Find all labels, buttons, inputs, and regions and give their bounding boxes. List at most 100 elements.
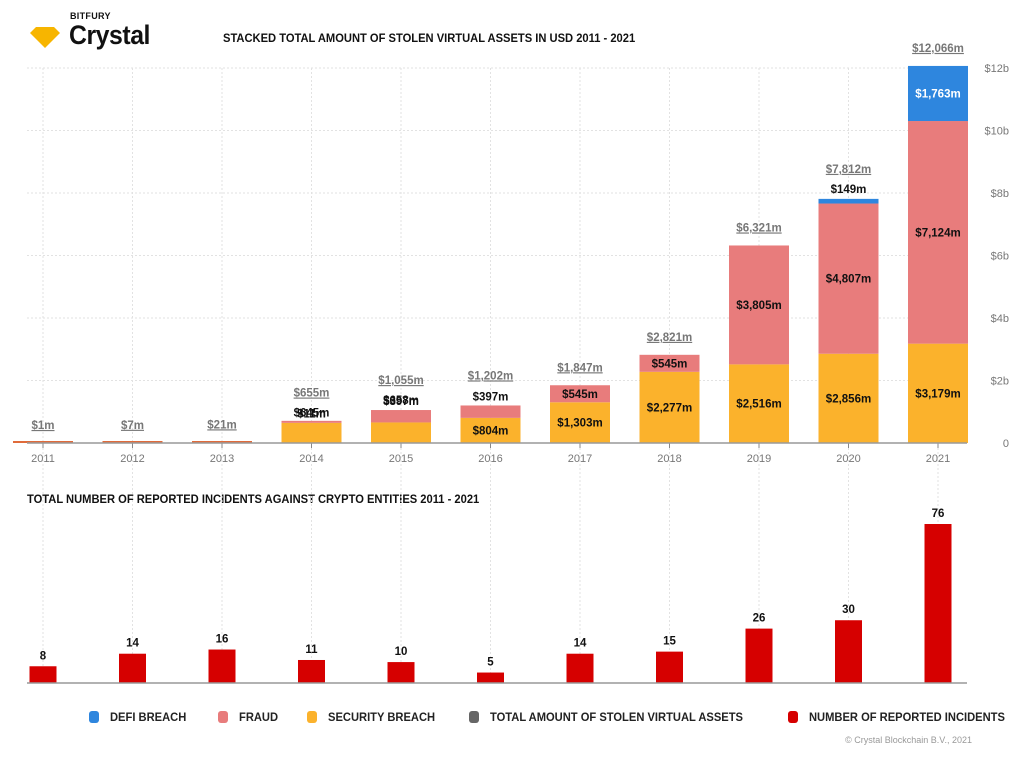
segment-label: $1,303m	[557, 418, 602, 430]
incident-value-label: 15	[663, 636, 676, 648]
bar-security-breach	[460, 417, 521, 443]
legend-item[interactable]: NUMBER OF REPORTED INCIDENTS	[788, 710, 1020, 724]
total-label: $12,066m	[912, 43, 964, 55]
segment-label: $1,763m	[915, 88, 960, 100]
incident-value-label: 76	[932, 508, 945, 520]
total-label: $655m	[294, 388, 330, 400]
incident-bar	[924, 524, 952, 683]
segment-label: $2,516m	[736, 399, 781, 411]
legend-item[interactable]: TOTAL AMOUNT OF STOLEN VIRTUAL ASSETS	[469, 710, 762, 724]
legend-label: NUMBER OF REPORTED INCIDENTS	[809, 710, 1006, 724]
segment-label: $4,807m	[826, 274, 871, 286]
bar-security-breach	[192, 441, 252, 443]
total-label: $1,847m	[557, 362, 602, 374]
total-label: $7,812m	[826, 164, 871, 176]
y-tick-label: $4b	[991, 313, 1009, 325]
bar-security-breach	[639, 371, 700, 443]
y-tick-label: $12b	[985, 63, 1009, 75]
y-tick-label: $10b	[985, 126, 1009, 138]
x-tick-label: 2017	[568, 453, 592, 465]
y-tick-label: $6b	[991, 251, 1009, 263]
bar-fraud	[550, 385, 610, 403]
x-tick-label: 2018	[657, 453, 681, 465]
incident-bar	[566, 653, 594, 683]
incident-value-label: 10	[395, 646, 408, 658]
bar-security-breach	[13, 441, 73, 443]
legend-swatch	[89, 711, 99, 723]
bar-fraud	[460, 405, 521, 418]
incident-value-label: 30	[842, 604, 855, 616]
segment-label: $2,277m	[647, 402, 692, 414]
incident-bar	[835, 620, 862, 683]
legend-swatch	[218, 711, 229, 723]
total-label: $2,821m	[647, 332, 692, 344]
bar-fraud	[818, 203, 879, 354]
legend-swatch	[469, 711, 480, 723]
segment-label: $3,179m	[915, 388, 960, 400]
legend-swatch	[788, 711, 799, 723]
legend-item[interactable]: SECURITY BREACH	[307, 710, 443, 724]
legend-label: FRAUD	[239, 710, 279, 724]
bar-fraud	[281, 420, 342, 423]
bar-security-breach	[818, 353, 879, 443]
incident-value-label: 5	[487, 657, 494, 669]
incident-value-label: 8	[40, 650, 47, 662]
segment-label: $397m	[383, 396, 419, 408]
x-tick-label: 2013	[210, 453, 234, 465]
legend-item[interactable]: DEFI BREACH	[89, 710, 192, 724]
segment-label: $11m	[297, 409, 326, 421]
legend-swatch	[307, 711, 318, 723]
incident-bar	[298, 659, 325, 683]
incident-bar	[119, 653, 146, 683]
incident-value-label: 14	[574, 638, 587, 650]
incident-value-label: 16	[216, 634, 229, 646]
segment-label: $545m	[562, 389, 598, 401]
product-name: Crystal	[69, 20, 151, 50]
legend-item[interactable]: FRAUD	[218, 710, 281, 724]
incidents-chart-title: TOTAL NUMBER OF REPORTED INCIDENTS AGAIN…	[27, 492, 480, 506]
x-tick-label: 2019	[747, 453, 771, 465]
x-tick-label: 2011	[31, 453, 55, 465]
legend-label: DEFI BREACH	[110, 710, 187, 724]
copyright: © Crystal Blockchain B.V., 2021	[845, 735, 972, 745]
legend-label: SECURITY BREACH	[328, 710, 436, 724]
y-tick-label: $2b	[991, 376, 1009, 388]
x-tick-label: 2016	[478, 453, 502, 465]
legend-label: TOTAL AMOUNT OF STOLEN VIRTUAL ASSETS	[490, 710, 744, 724]
bar-fraud	[729, 245, 789, 365]
incident-bar	[656, 651, 683, 683]
segment-label: $2,856m	[826, 393, 871, 405]
y-tick-label: 0	[1003, 438, 1009, 450]
total-label: $1,202m	[468, 370, 513, 382]
diamond-icon	[30, 27, 60, 48]
chart-title: STACKED TOTAL AMOUNT OF STOLEN VIRTUAL A…	[223, 31, 636, 45]
bar-defi-breach	[908, 65, 968, 122]
bar-security-breach	[550, 402, 610, 443]
total-label: $21m	[207, 419, 236, 431]
bar-fraud	[371, 410, 431, 423]
total-label: $7m	[121, 420, 144, 432]
x-tick-label: 2012	[120, 453, 144, 465]
incident-bar	[387, 662, 415, 683]
company-name: BITFURY	[70, 11, 111, 21]
y-tick-label: $8b	[991, 188, 1009, 200]
incident-value-label: 26	[753, 613, 766, 625]
total-label: $1,055m	[378, 375, 423, 387]
incident-value-label: 11	[305, 644, 318, 656]
bar-fraud	[908, 121, 968, 344]
bar-security-breach	[102, 441, 163, 443]
segment-label: $397m	[473, 391, 509, 403]
bar-security-breach	[729, 364, 789, 443]
segment-label: $658m	[383, 395, 419, 407]
x-tick-label: 2015	[389, 453, 413, 465]
x-tick-label: 2021	[926, 453, 950, 465]
bar-defi-breach	[818, 198, 879, 204]
bar-security-breach	[908, 343, 968, 443]
bar-security-breach	[371, 422, 431, 443]
segment-label: $149m	[831, 184, 867, 196]
incident-bar	[29, 666, 57, 683]
incident-bar	[745, 628, 773, 683]
bar-fraud	[639, 354, 700, 372]
segment-label: $645m	[294, 408, 330, 420]
